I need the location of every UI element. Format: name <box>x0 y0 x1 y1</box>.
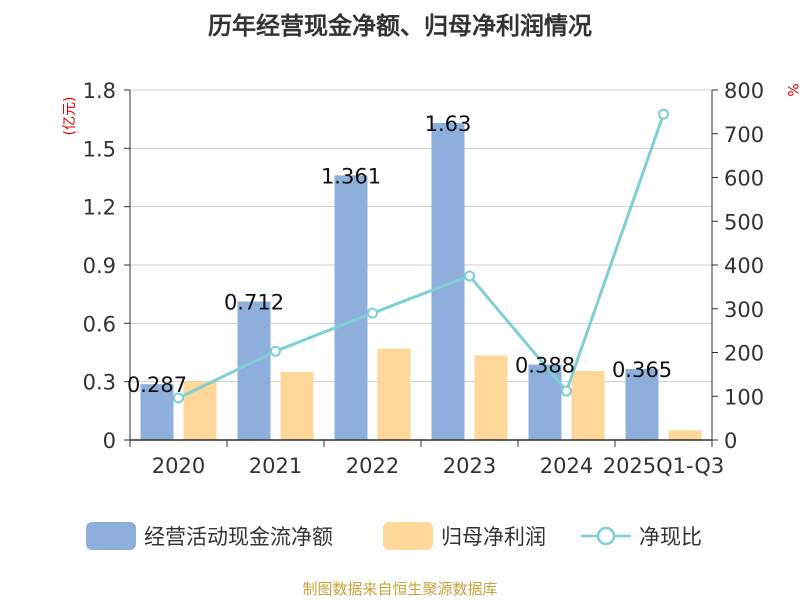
right-axis-unit: % <box>784 83 800 96</box>
x-tick-label: 2025Q1-Q3 <box>603 454 725 478</box>
bar-layer <box>140 123 702 441</box>
x-tick-label: 2022 <box>346 454 399 478</box>
left-axis-unit: (亿元) <box>62 97 78 136</box>
bar-cashflow <box>140 384 174 440</box>
data-label-cashflow: 0.388 <box>515 354 575 378</box>
line-ratio <box>177 113 665 400</box>
bar-net-profit <box>183 381 217 440</box>
source-note: 制图数据来自恒生聚源数据库 <box>302 580 498 598</box>
right-tick-label: 700 <box>724 123 764 147</box>
data-label-cashflow: 0.365 <box>612 358 672 382</box>
right-tick-label: 200 <box>724 342 764 366</box>
bar-cashflow <box>334 175 368 440</box>
x-tick-label: 2024 <box>540 454 593 478</box>
x-tick-label: 2023 <box>443 454 496 478</box>
bar-net-profit <box>474 355 508 440</box>
right-tick-label: 800 <box>724 79 764 103</box>
axis-layer: 0 0.3 0.6 0.9 1.2 1.5 1.8 0 100 200 300 400 500 600 70… <box>62 79 800 478</box>
legend-item-cashflow[interactable]: 经营活动现金流净额 <box>86 516 333 556</box>
legend-label-ratio: 净现比 <box>639 525 702 549</box>
data-label-cashflow: 1.361 <box>321 164 381 188</box>
legend-label-cashflow: 经营活动现金流净额 <box>144 525 333 549</box>
chart-title: 历年经营现金净额、归母净利润情况 <box>208 12 592 40</box>
legend-swatch-cashflow <box>86 522 136 550</box>
left-tick-label: 1.2 <box>83 196 116 220</box>
bar-cashflow <box>237 301 271 440</box>
legend: 经营活动现金流净额 归母净利润 净现比 <box>0 516 800 556</box>
data-label-cashflow: 0.712 <box>224 291 284 315</box>
grid-layer <box>130 89 712 383</box>
bar-net-profit <box>571 370 605 440</box>
point-ratio <box>173 392 184 404</box>
point-ratio <box>464 270 475 282</box>
left-tick-label: 1.5 <box>83 137 116 161</box>
bar-net-profit <box>280 371 314 440</box>
right-tick-label: 100 <box>724 385 764 409</box>
point-ratio <box>658 108 669 120</box>
legend-swatch-net-profit <box>383 522 433 550</box>
point-ratio <box>270 345 281 357</box>
data-label-cashflow: 0.287 <box>127 373 187 397</box>
left-tick-label: 0 <box>103 429 116 453</box>
legend-item-net-profit[interactable]: 归母净利润 <box>383 516 546 556</box>
left-tick-label: 1.8 <box>83 79 116 103</box>
left-tick-label: 0.9 <box>83 254 116 278</box>
data-label-cashflow: 1.63 <box>425 112 472 136</box>
point-ratio <box>561 385 572 397</box>
right-tick-label: 400 <box>724 254 764 278</box>
x-tick-label: 2021 <box>249 454 302 478</box>
right-tick-label: 300 <box>724 298 764 322</box>
legend-item-ratio[interactable]: 净现比 <box>581 516 702 556</box>
bar-net-profit <box>668 430 702 440</box>
point-ratio <box>367 307 378 319</box>
left-tick-label: 0.6 <box>83 312 116 336</box>
bar-cashflow <box>431 123 465 441</box>
bar-cashflow <box>625 369 659 440</box>
right-tick-label: 0 <box>724 429 737 453</box>
right-tick-label: 500 <box>724 210 764 234</box>
legend-line-ratio-icon <box>581 526 631 546</box>
label-layer: 0.287 0.712 1.361 1.63 0.388 0.365 <box>127 112 672 397</box>
right-tick-label: 600 <box>724 167 764 191</box>
legend-label-net-profit: 归母净利润 <box>441 525 546 549</box>
bar-net-profit <box>377 348 411 440</box>
x-tick-label: 2020 <box>152 454 205 478</box>
line-layer <box>173 108 669 404</box>
left-tick-label: 0.3 <box>83 371 116 395</box>
